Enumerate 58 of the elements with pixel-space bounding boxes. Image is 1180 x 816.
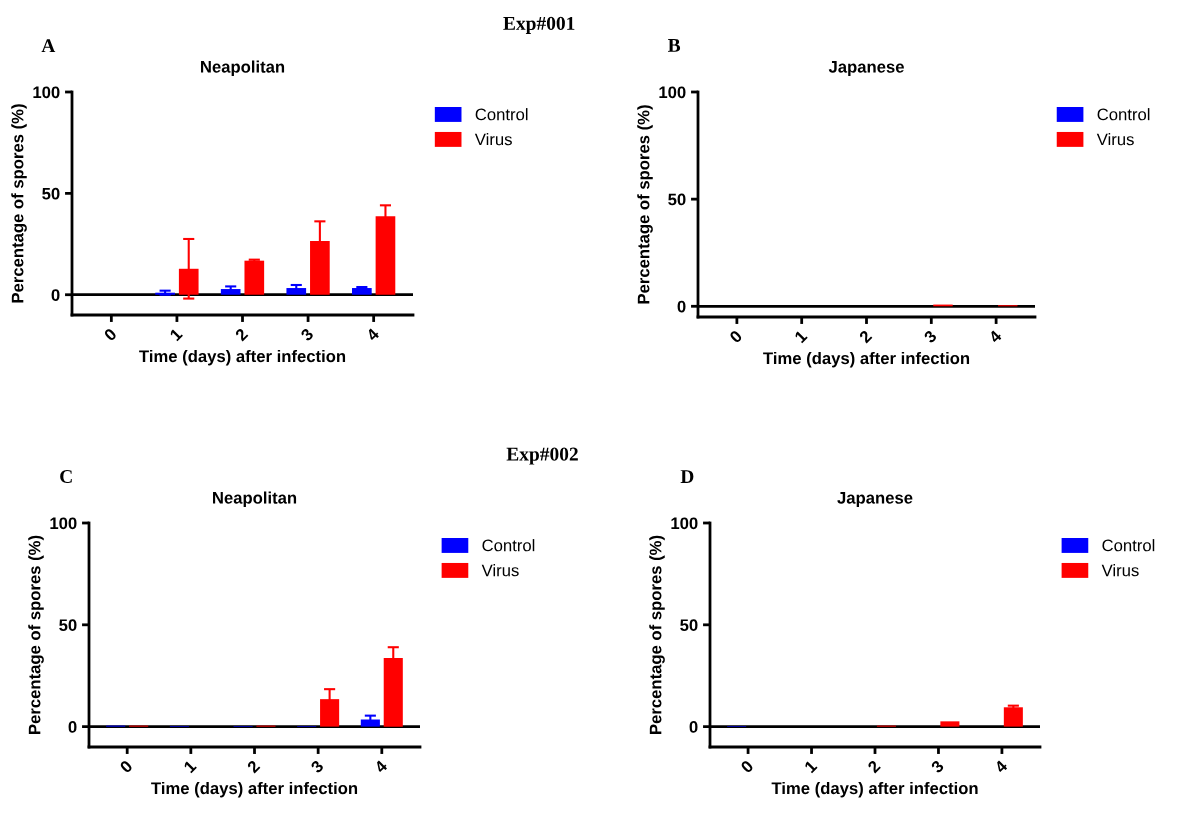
text: B [667, 38, 681, 52]
x-tick-label: 2 [858, 329, 873, 344]
x-tick-label: 0 [728, 329, 743, 344]
y-tick-label: 50 [59, 619, 77, 632]
legend-label: Virus [474, 133, 512, 146]
x-tick-label: 3 [930, 759, 945, 774]
x-tick-label: 3 [923, 329, 938, 344]
text: D [680, 470, 694, 483]
text: A [41, 39, 56, 53]
text: C [60, 470, 72, 484]
x-tick-label: 1 [169, 327, 183, 342]
legend-label: Control [1097, 108, 1150, 121]
chart-title: Neapolitan [201, 60, 285, 77]
y-tick-label: 100 [33, 86, 60, 99]
x-tick-label: 1 [803, 759, 818, 774]
y-tick-label: 100 [50, 517, 77, 530]
x-axis-title: Time (days) after infection [763, 351, 970, 368]
text: Exp#001 [503, 16, 575, 34]
y-axis-title: Percentage of spores (%) [28, 535, 44, 734]
x-tick-label: 2 [234, 327, 249, 342]
legend-label: Control [482, 539, 535, 552]
y-tick-label: 100 [671, 517, 698, 530]
x-axis-title: Time (days) after infection [139, 349, 346, 366]
x-tick-label: 0 [740, 759, 755, 774]
x-tick-label: 1 [794, 329, 808, 344]
legend-label: Virus [1101, 564, 1139, 577]
x-tick-label: 4 [987, 329, 1003, 344]
x-tick-label: 0 [119, 759, 134, 774]
x-tick-label: 4 [365, 327, 380, 342]
x-tick-label: 2 [866, 759, 881, 774]
legend-label: Control [475, 108, 528, 121]
chart-title: Japanese [828, 61, 904, 77]
x-tick-label: 4 [993, 759, 1009, 774]
x-tick-label: 3 [309, 759, 325, 774]
x-tick-label: 1 [183, 759, 197, 774]
y-tick-label: 50 [42, 187, 60, 200]
y-tick-label: 0 [677, 300, 686, 313]
y-tick-label: 0 [51, 289, 60, 301]
y-tick-label: 0 [689, 721, 698, 733]
y-axis-title: Percentage of spores (%) [649, 535, 665, 734]
legend-label: Virus [1096, 133, 1134, 146]
x-tick-label: 2 [246, 759, 261, 774]
x-tick-label: 4 [373, 759, 389, 774]
y-axis-title: Percentage of spores (%) [637, 105, 653, 304]
y-axis-title: Percentage of spores (%) [11, 104, 27, 303]
y-tick-label: 50 [668, 193, 686, 206]
x-axis-title: Time (days) after infection [771, 781, 978, 798]
y-tick-label: 50 [680, 619, 698, 632]
y-tick-label: 100 [659, 86, 686, 99]
chart-title: Neapolitan [213, 491, 297, 508]
legend-label: Virus [481, 564, 519, 577]
x-tick-label: 3 [299, 327, 315, 342]
y-tick-label: 0 [68, 721, 77, 733]
text: Exp#002 [506, 447, 578, 465]
chart-title: Japanese [837, 492, 913, 508]
legend-label: Control [1102, 539, 1155, 552]
x-tick-label: 0 [103, 327, 118, 342]
x-axis-title: Time (days) after infection [151, 781, 358, 798]
